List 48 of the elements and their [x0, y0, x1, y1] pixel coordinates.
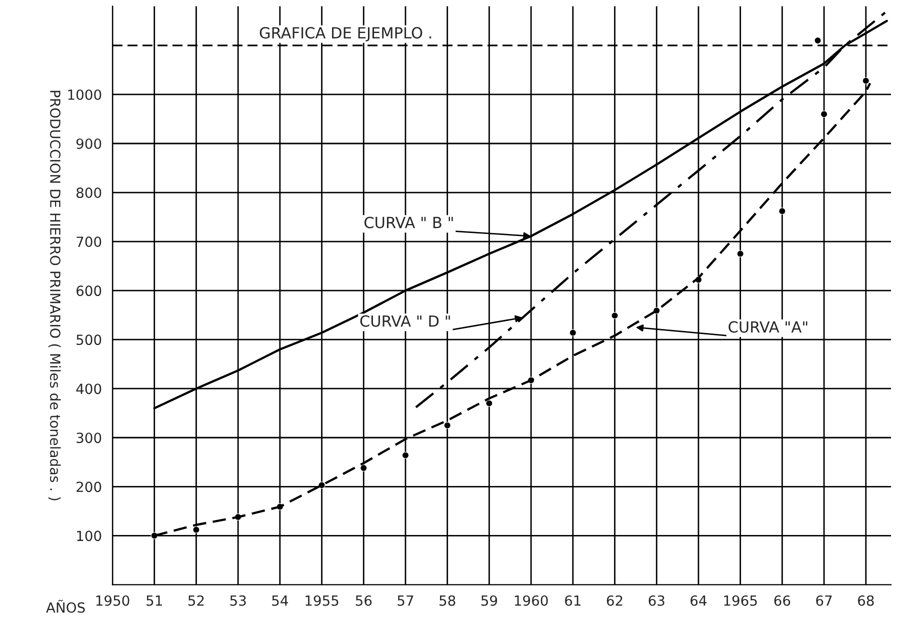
x-tick-label: 1950	[96, 595, 130, 606]
x-tick-label: 1965	[724, 595, 757, 606]
x-tick-label: 1955	[306, 595, 338, 606]
y-tick-label: 800	[76, 187, 102, 198]
ref-line-label: GRAFICA DE EJEMPLO .	[260, 27, 432, 42]
y-tick-label: 300	[76, 432, 102, 444]
x-tick-label: 1960	[514, 595, 548, 606]
x-tick-label: 67	[816, 595, 832, 606]
x-tick-label: 61	[565, 595, 580, 606]
y-tick-label: 900	[76, 138, 102, 149]
y-tick-label: 700	[76, 236, 102, 248]
x-tick-label: 56	[356, 595, 372, 606]
x-tick-label: 52	[188, 595, 204, 606]
point	[820, 110, 828, 118]
point	[318, 482, 326, 489]
point	[778, 208, 786, 215]
x-tick-label: 53	[230, 595, 246, 606]
x-tick-label: 57	[398, 596, 414, 606]
x-tick-label: 66	[774, 595, 790, 606]
x-tick-label: 58	[440, 595, 456, 606]
point	[360, 464, 368, 472]
y-tick-label: 100	[77, 530, 102, 542]
y-axis-title: PRODUCCION DE HIERRO PRIMARIO ( Miles de toneladas . )	[48, 90, 61, 500]
point	[486, 400, 493, 407]
annotation: CURVA "A"	[728, 321, 808, 333]
x-tick-label: 63	[648, 595, 664, 606]
x-tick-label: 68	[858, 595, 874, 606]
point	[569, 329, 576, 336]
y-tick-label: 500	[76, 334, 102, 346]
x-tick-label: 59	[481, 595, 498, 606]
point	[192, 526, 200, 534]
point	[611, 312, 618, 320]
y-tick-label: 400	[76, 384, 102, 394]
annotation: CURVA " D "	[360, 315, 450, 327]
annotation: CURVA " B "	[364, 216, 453, 228]
x-tick-label: 54	[272, 596, 288, 606]
x-tick-label: 51	[146, 596, 162, 606]
point	[814, 37, 822, 44]
x-axis-title: AÑOS	[46, 600, 85, 613]
point	[402, 452, 409, 459]
point	[736, 250, 744, 258]
x-tick-label: 62	[606, 595, 622, 606]
x-tick-label: 64	[690, 595, 707, 606]
point	[862, 77, 870, 84]
y-tick-label: 200	[76, 482, 102, 492]
y-tick-label: 600	[76, 286, 102, 296]
y-tick-label: 1000	[68, 89, 102, 100]
point	[444, 422, 451, 429]
